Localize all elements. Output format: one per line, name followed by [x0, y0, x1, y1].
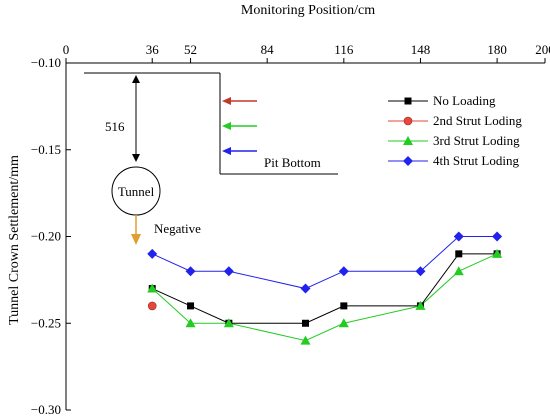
x-axis-ticks: 0 36 52 84 116 148 180 200 [63, 42, 550, 63]
data-point-4th-strut-loding [185, 266, 196, 277]
data-point-no-loading [455, 250, 463, 258]
data-point-4th-strut-loding [338, 266, 349, 277]
legend-marker [403, 116, 413, 126]
depth-arrow-up-icon [132, 75, 140, 83]
series-markers [147, 231, 503, 345]
legend-marker [403, 136, 413, 145]
legend-marker [404, 97, 412, 105]
series-line-3rd-strut-loding [151, 253, 498, 342]
legend-label: 3rd Strut Loding [433, 133, 520, 148]
data-point-3rd-strut-loding [453, 266, 464, 276]
data-point-no-loading [187, 302, 195, 310]
data-point-3rd-strut-loding [223, 318, 234, 328]
x-tick-label: 36 [146, 42, 160, 57]
pit-bottom-label: Pit Bottom [264, 155, 321, 170]
data-point-no-loading [302, 319, 309, 327]
legend-label: No Loading [433, 93, 496, 108]
x-tick-label: 52 [184, 42, 197, 57]
data-point-2nd-strut-loding [147, 301, 157, 311]
data-point-3rd-strut-loding [300, 335, 311, 345]
data-point-3rd-strut-loding [415, 300, 426, 310]
y-tick-label: −0.20 [31, 229, 61, 244]
series-line-4th-strut-loding [152, 236, 498, 290]
strut-arrow-head-icon [222, 122, 231, 130]
x-tick-label: 148 [411, 42, 431, 57]
depth-arrow-down-icon [132, 154, 140, 162]
y-axis-ticks: −0.10 −0.15 −0.20 −0.25 −0.30 [31, 55, 71, 417]
x-tick-label: 84 [261, 42, 275, 57]
data-point-3rd-strut-loding [338, 318, 349, 328]
data-point-4th-strut-loding [415, 266, 426, 277]
data-point-4th-strut-loding [223, 266, 234, 277]
data-point-3rd-strut-loding [492, 248, 503, 258]
legend: No Loading 2nd Strut Loding 3rd Strut Lodi… [388, 93, 522, 168]
data-point-3rd-strut-loding [185, 318, 196, 328]
x-tick-label: 180 [487, 42, 507, 57]
x-tick-label: 116 [334, 42, 354, 57]
strut-arrow-head-icon [222, 97, 231, 105]
legend-label: 2nd Strut Loding [433, 113, 522, 128]
y-tick-label: −0.15 [31, 142, 61, 157]
data-point-4th-strut-loding [147, 248, 158, 259]
data-point-4th-strut-loding [453, 231, 464, 242]
series-line-no-loading [152, 253, 498, 324]
excavation-schematic: Pit Bottom 516 Tunnel Negative [84, 72, 338, 245]
x-tick-label: 0 [63, 42, 70, 57]
data-point-no-loading [340, 302, 348, 310]
data-point-4th-strut-loding [492, 231, 503, 242]
y-tick-label: −0.10 [31, 55, 61, 70]
strut-loading-arrows [222, 97, 257, 155]
depth-label: 516 [105, 119, 125, 134]
data-point-3rd-strut-loding [147, 283, 158, 293]
y-axis-title: Tunnel Crown Settlement/mm [7, 155, 22, 325]
series-lines [151, 236, 498, 342]
legend-marker [403, 156, 413, 166]
tunnel-label: Tunnel [118, 184, 155, 199]
negative-label: Negative [154, 221, 201, 236]
y-tick-label: −0.30 [31, 402, 61, 417]
legend-label: 4th Strut Loding [433, 153, 519, 168]
x-axis-title: Monitoring Position/cm [241, 3, 375, 18]
negative-arrow-head-icon [131, 234, 141, 245]
strut-arrow-head-icon [222, 147, 231, 155]
x-tick-label: 200 [535, 42, 550, 57]
data-point-4th-strut-loding [300, 283, 311, 294]
y-tick-label: −0.25 [31, 315, 61, 330]
